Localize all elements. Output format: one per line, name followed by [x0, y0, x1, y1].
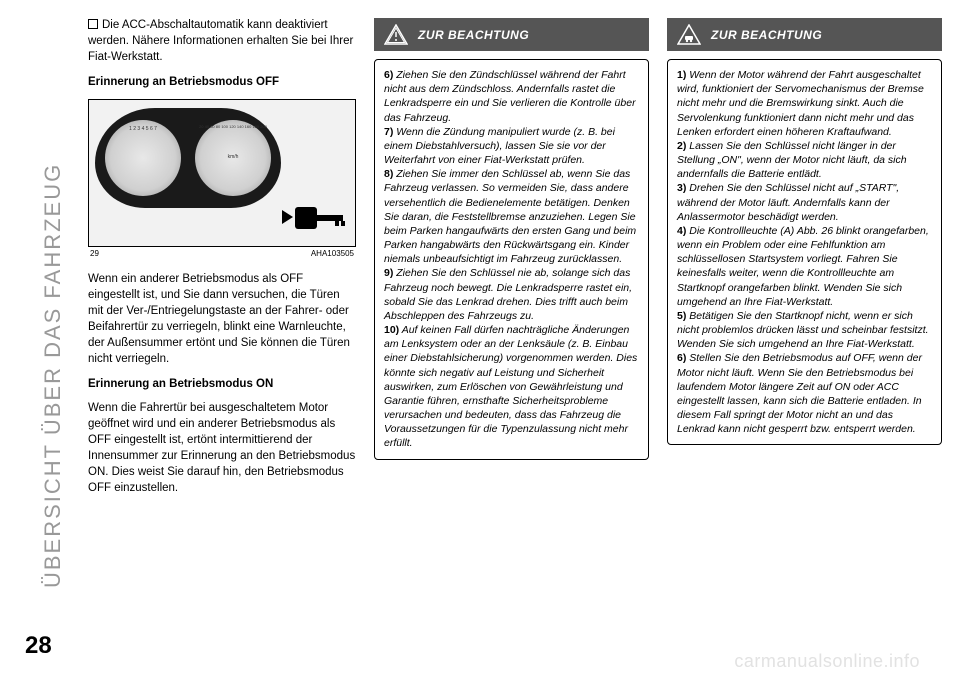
note-number: 5): [677, 310, 686, 322]
note-text: Lassen Sie den Schlüssel nicht länger in…: [677, 140, 907, 180]
heading: Erinnerung an Betriebsmodus ON: [88, 377, 356, 393]
content-columns: Die ACC-Abschaltautomatik kann deaktivie…: [88, 18, 925, 506]
attention-header: ZUR BEACHTUNG: [374, 18, 649, 51]
arrow-icon: [282, 210, 293, 224]
attention-header: ZUR BEACHTUNG: [667, 18, 942, 51]
note-number: 9): [384, 267, 393, 279]
note-number: 7): [384, 126, 393, 138]
attention-title: ZUR BEACHTUNG: [711, 28, 822, 42]
tachometer-gauge: 1 2 3 4 5 6 7: [105, 120, 181, 196]
figure-caption: 29 AHA103505: [88, 247, 356, 258]
gauge-unit: km/h: [195, 154, 271, 160]
note-text: Auf keinen Fall dürfen nachträgliche Änd…: [384, 324, 637, 449]
note-number: 1): [677, 69, 686, 81]
note-number: 3): [677, 182, 686, 194]
note-box: 6) Ziehen Sie den Zündschlüssel während …: [374, 59, 649, 460]
speedometer-gauge: 20 40 60 80 100 120 140 160 180 200 km/h: [195, 120, 271, 196]
figure-number: 29: [90, 249, 99, 258]
column-3: ZUR BEACHTUNG 1) Wenn der Motor während …: [667, 18, 942, 506]
note-number: 6): [384, 69, 393, 81]
note-box: 1) Wenn der Motor während der Fahrt ausg…: [667, 59, 942, 445]
note-number: 10): [384, 324, 399, 336]
note-number: 8): [384, 168, 393, 180]
note-number: 2): [677, 140, 686, 152]
gauge-ticks: 1 2 3 4 5 6 7: [105, 126, 181, 132]
paragraph: Wenn ein anderer Betriebsmodus als OFF e…: [88, 272, 356, 367]
note-number: 6): [677, 352, 686, 364]
note-text: Ziehen Sie den Schlüssel nie ab, solange…: [384, 267, 632, 322]
note-text: Wenn der Motor während der Fahrt ausgesc…: [677, 69, 924, 138]
column-1: Die ACC-Abschaltautomatik kann deaktivie…: [88, 18, 356, 506]
key-icon: [295, 204, 347, 232]
note-number: 4): [677, 225, 686, 237]
page: ÜBERSICHT ÜBER DAS FAHRZEUG 28 Die ACC-A…: [0, 0, 960, 678]
watermark: carmanualsonline.info: [734, 651, 920, 672]
note-text: Betätigen Sie den Startknopf nicht, wenn…: [677, 310, 929, 350]
warning-triangle-car-icon: [677, 24, 701, 45]
checkbox-icon: [88, 19, 98, 29]
attention-title: ZUR BEACHTUNG: [418, 28, 529, 42]
dashboard-illustration: 1 2 3 4 5 6 7 20 40 60 80 100 120 140 16…: [88, 99, 356, 247]
section-title-vertical: ÜBERSICHT ÜBER DAS FAHRZEUG: [40, 18, 68, 588]
warning-triangle-icon: [384, 24, 408, 45]
note-text: Die Kontrollleuchte (A) Abb. 26 blinkt o…: [677, 225, 929, 308]
gauge-ticks: 20 40 60 80 100 120 140 160 180 200: [195, 124, 271, 129]
column-2: ZUR BEACHTUNG 6) Ziehen Sie den Zündschl…: [374, 18, 649, 506]
figure-29: 1 2 3 4 5 6 7 20 40 60 80 100 120 140 16…: [88, 99, 356, 268]
note-text: Ziehen Sie den Zündschlüssel während der…: [384, 69, 636, 124]
note-text: Ziehen Sie immer den Schlüssel ab, wenn …: [384, 168, 636, 265]
page-number: 28: [25, 632, 52, 660]
text: Die ACC-Abschaltautomatik kann deaktivie…: [88, 19, 353, 63]
paragraph: Wenn die Fahrertür bei ausgeschaltetem M…: [88, 401, 356, 496]
note-text: Drehen Sie den Schlüssel nicht auf „STAR…: [677, 182, 899, 222]
figure-code: AHA103505: [311, 249, 354, 258]
paragraph: Die ACC-Abschaltautomatik kann deaktivie…: [88, 18, 356, 66]
dashboard-shape: 1 2 3 4 5 6 7 20 40 60 80 100 120 140 16…: [95, 108, 281, 208]
heading: Erinnerung an Betriebsmodus OFF: [88, 75, 356, 91]
note-text: Wenn die Zündung manipuliert wurde (z. B…: [384, 126, 615, 166]
note-text: Stellen Sie den Betriebsmodus auf OFF, w…: [677, 352, 922, 435]
